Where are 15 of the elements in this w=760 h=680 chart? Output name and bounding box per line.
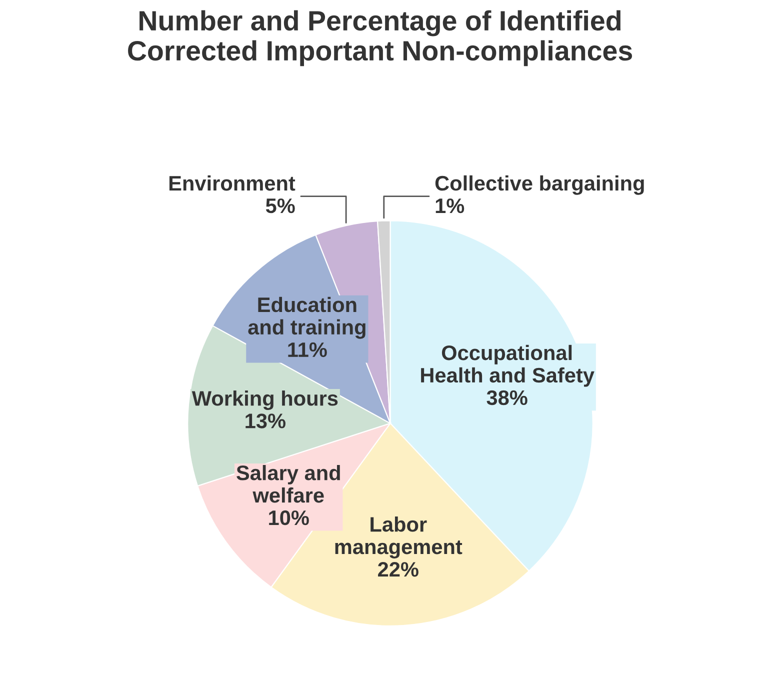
data-label: 11% bbox=[288, 342, 327, 358]
slice-label: Education and training bbox=[248, 296, 366, 339]
chart-title: Number and Percentage of Identified Corrected Important Non-compliances bbox=[128, 10, 632, 66]
data-label: 22% bbox=[378, 562, 418, 577]
data-label: 38% bbox=[486, 390, 528, 406]
slice-label: Working hours bbox=[192, 390, 338, 410]
data-label: 13% bbox=[246, 414, 286, 428]
slice-label: Environment bbox=[169, 175, 296, 191]
data-label: 10% bbox=[269, 510, 309, 526]
slice-label: Labor management bbox=[335, 516, 462, 558]
slice-label: Occupational Health and Safety bbox=[421, 344, 594, 387]
slice-label: Salary and welfare bbox=[236, 464, 340, 503]
slice-label: Collective bargaining bbox=[435, 175, 644, 195]
data-label: 5% bbox=[266, 198, 295, 214]
data-label: 1% bbox=[436, 198, 464, 214]
